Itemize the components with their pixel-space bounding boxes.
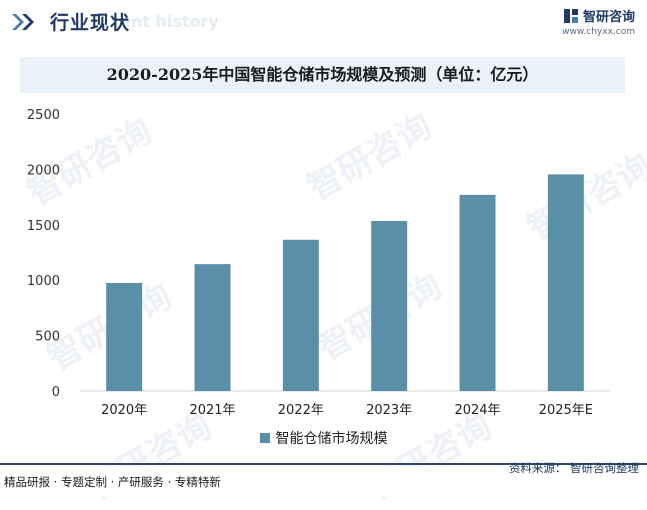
x-tick-label: 2024年: [454, 403, 500, 418]
legend-label: 智能仓储市场规模: [275, 431, 388, 447]
page-title: 行业现状: [50, 12, 131, 34]
y-tick-label: 1000: [27, 274, 60, 289]
x-tick-label: 2020年: [101, 403, 147, 418]
x-tick-label: 2025年E: [539, 403, 593, 418]
footer: [0, 466, 647, 497]
y-tick-label: 0: [52, 385, 60, 400]
chart-title: 2020-2025年中国智能仓储市场规模及预测（单位：亿元）: [106, 65, 539, 84]
brand-url: www.chyxx.com: [562, 27, 635, 37]
bar: [106, 282, 143, 391]
y-tick-label: 500: [35, 330, 60, 345]
bar: [459, 194, 496, 391]
bar: [194, 264, 231, 391]
footer-tagline: 精品研报 · 专题定制 · 产研服务 · 专精特新: [4, 475, 221, 489]
x-tick-label: 2023年: [366, 403, 412, 418]
brand-name: 智研咨询: [582, 10, 635, 25]
header: ent history 行业现状: [0, 0, 647, 46]
bar-chart: 0 500 1000 1500 2000 2500 2020年 2021年 2022年 2023…: [27, 108, 610, 418]
brand: 智研咨询 www.chyxx.com: [562, 6, 635, 37]
double-chevron-icon: [12, 14, 34, 30]
x-tick-label: 2021年: [189, 403, 235, 418]
chyxx-logo-icon: [563, 8, 578, 23]
bar: [371, 220, 408, 391]
bar: [547, 174, 584, 391]
legend: 智能仓储市场规模: [0, 428, 647, 448]
x-tick-label: 2022年: [278, 403, 324, 418]
legend-swatch: [259, 433, 270, 443]
header-background-text: ent history: [120, 12, 219, 31]
chart-title-band: 2020-2025年中国智能仓储市场规模及预测（单位：亿元）: [20, 57, 625, 93]
y-tick-label: 1500: [27, 219, 60, 234]
y-tick-label: 2000: [27, 163, 60, 178]
source-note: 资料来源： 智研咨询整理: [508, 461, 639, 475]
footer-divider: [0, 463, 647, 465]
y-tick-label: 2500: [27, 108, 60, 123]
bar: [282, 239, 319, 391]
